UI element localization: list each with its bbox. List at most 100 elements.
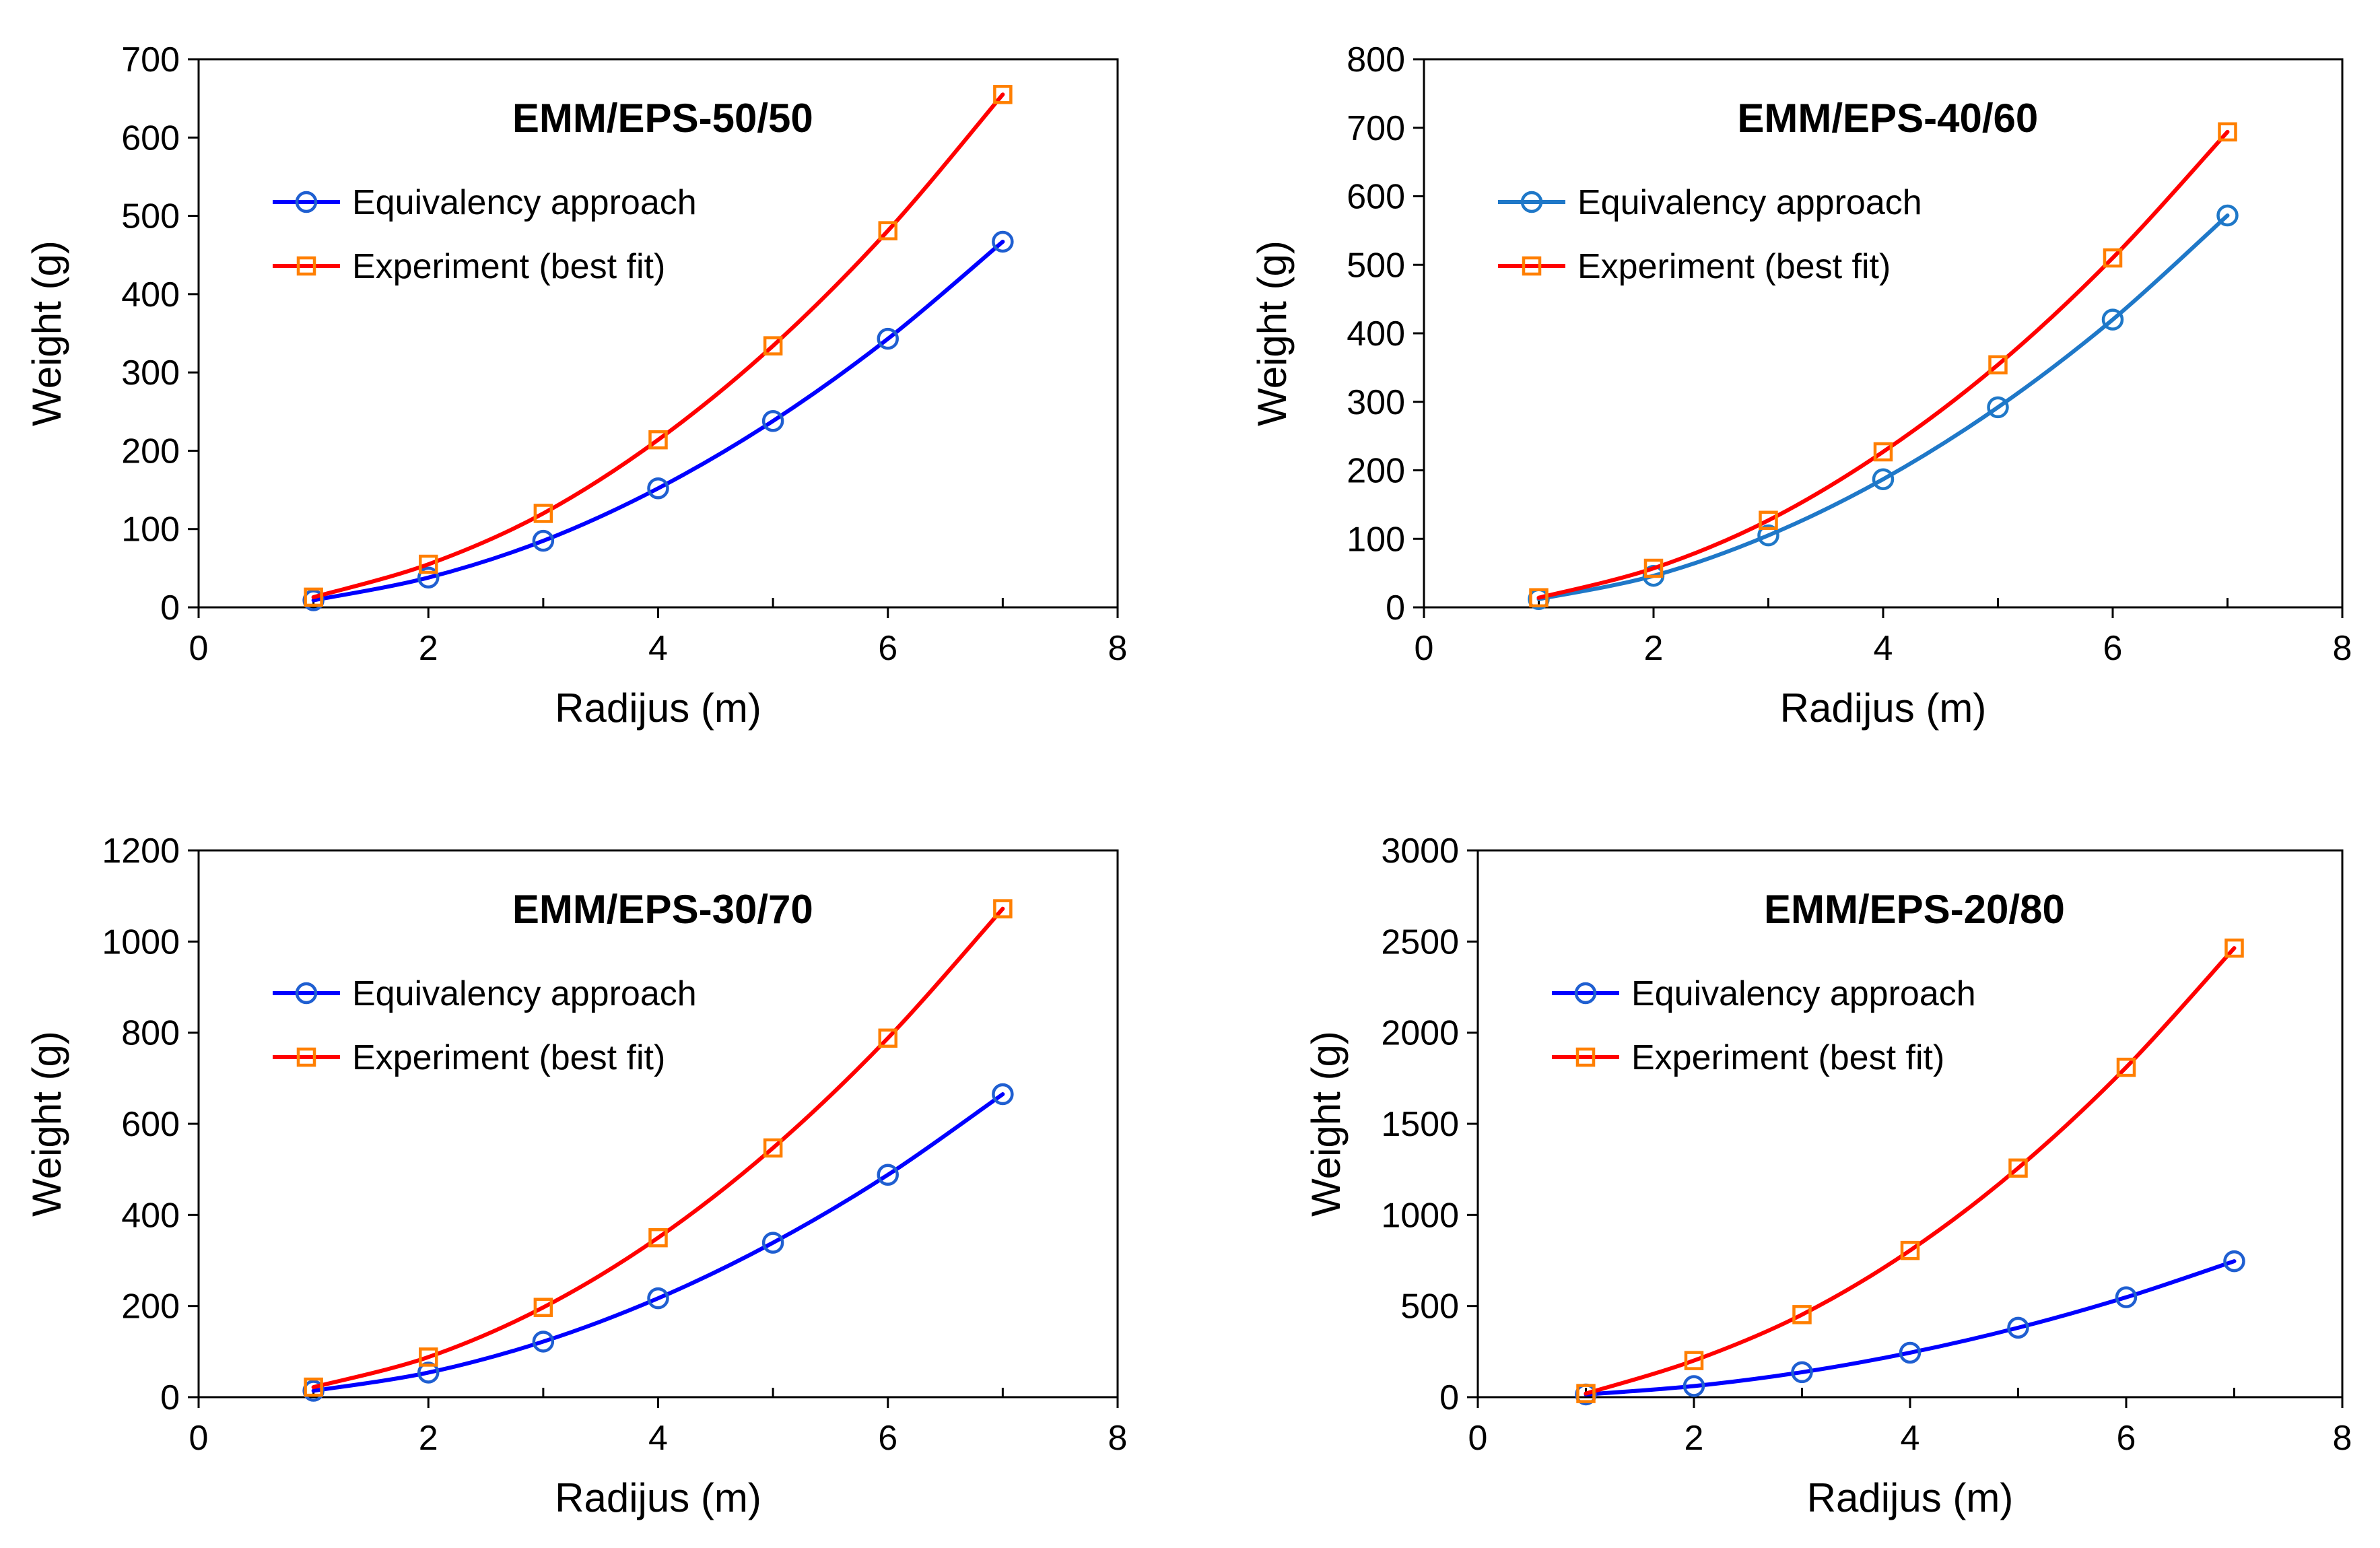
data-point-square [533,1298,553,1317]
y-tick-label: 600 [1347,178,1405,217]
y-tick-label: 400 [121,275,180,314]
y-axis-label: Weight (g) [24,240,69,426]
data-point-square [1873,442,1893,462]
chart-panel-2: 0 2 4 6 8 0 100 200 300 400 500 600 700 800 Radijus (m… [1250,40,2352,731]
data-point-square [2224,938,2244,958]
legend-marker-square [1522,256,1542,276]
data-point-circle [2223,1250,2245,1273]
series-experiment-best-fit [1529,122,2237,608]
data-point-square [533,504,553,523]
x-tick-label: 0 [1468,1419,1488,1458]
x-tick-label: 8 [1108,629,1128,668]
chart-panel-1: 0 2 4 6 8 0 100 200 300 400 500 600 700 Radijus (m) We… [24,40,1127,731]
data-point-circle [532,1331,555,1353]
legend-marker-square [1575,1047,1596,1067]
series-experiment-best-fit [1576,938,2244,1403]
x-tick-label: 6 [2117,1419,2136,1458]
data-point-circle [647,1287,669,1310]
data-point-square [1643,558,1664,578]
data-point-square [763,336,783,356]
x-tick-label: 4 [648,1419,668,1458]
series-experiment-best-fit [304,899,1013,1397]
data-point-circle [532,529,555,552]
x-axis-label: Radijus (m) [555,1475,761,1520]
x-axis-label: Radijus (m) [1780,685,1987,731]
series-equivalency-approach [1575,1250,2245,1406]
data-point-circle [761,1232,784,1254]
y-tick-label: 100 [1347,520,1405,559]
x-tick-label: 2 [1644,629,1664,668]
data-point-square [304,587,323,607]
y-tick-label: 1200 [102,832,180,871]
plot-area-frame [1423,58,2344,609]
y-tick-label: 2500 [1381,922,1459,962]
chart-title: EMM/EPS-30/70 [512,887,813,932]
legend-label: Equivalency approach [352,183,697,222]
y-tick-label: 0 [160,1378,180,1417]
y-tick-label: 300 [1347,383,1405,422]
data-point-circle [1987,396,2009,419]
legend-label: Equivalency approach [352,974,697,1013]
y-tick-label: 0 [1439,1378,1459,1417]
x-tick-label: 6 [2103,629,2123,668]
data-point-circle [992,1083,1014,1106]
chart-title: EMM/EPS-50/50 [512,96,813,141]
y-tick-label: 500 [1347,246,1405,285]
y-tick-label: 0 [160,588,180,628]
legend-label: Experiment (best fit) [1631,1038,1944,1077]
x-tick-label: 2 [419,1419,438,1458]
data-point-circle [1872,468,1895,490]
data-point-square [763,1138,783,1158]
legend-label: Equivalency approach [1631,974,1976,1013]
legend: Equivalency approach Experiment (best fit… [1498,183,1922,286]
x-tick-label: 6 [878,1419,897,1458]
x-tick-label: 2 [419,629,438,668]
data-point-square [648,430,668,450]
y-tick-label: 500 [121,197,180,236]
data-point-circle [2216,204,2239,227]
legend: Equivalency approach Experiment (best fit… [273,974,697,1077]
x-tick-label: 0 [189,629,209,668]
data-point-square [1529,588,1549,608]
x-tick-label: 4 [1874,629,1893,668]
data-point-square [993,899,1013,918]
y-tick-label: 600 [121,1105,180,1144]
y-axis-label: Weight (g) [24,1031,69,1217]
legend: Equivalency approach Experiment (best fit… [1552,974,1976,1077]
y-tick-label: 1000 [102,922,180,962]
y-axis-label: Weight (g) [1303,1031,1349,1217]
chart-title: EMM/EPS-20/80 [1764,887,2065,932]
x-axis-label: Radijus (m) [555,685,761,731]
data-point-circle [877,1164,899,1186]
x-tick-label: 6 [878,629,897,668]
legend-marker-circle [1520,191,1543,213]
legend-label: Experiment (best fit) [352,1038,665,1077]
y-axis-label: Weight (g) [1250,240,1295,426]
x-tick-label: 8 [1108,1419,1128,1458]
y-tick-label: 1500 [1381,1105,1459,1144]
x-tick-label: 0 [189,1419,209,1458]
legend-marker-circle [295,191,318,213]
plot-area-frame [197,58,1119,609]
legend-label: Experiment (best fit) [1577,247,1891,286]
data-point-circle [2007,1316,2029,1339]
y-tick-label: 500 [1400,1287,1459,1326]
data-point-square [1759,510,1778,531]
series-line [311,906,1005,1390]
data-point-circle [417,1361,440,1384]
data-point-square [993,85,1013,104]
chart-title: EMM/EPS-40/60 [1737,96,2038,141]
legend-marker-circle [295,982,318,1005]
data-point-circle [1791,1361,1813,1384]
data-point-circle [877,327,899,350]
legend-label: Equivalency approach [1577,183,1922,222]
data-point-square [2008,1158,2028,1178]
x-tick-label: 2 [1685,1419,1704,1458]
data-point-circle [1757,524,1779,547]
data-point-square [878,221,897,240]
legend-marker-square [296,256,316,276]
data-point-circle [1682,1375,1705,1397]
data-point-square [648,1227,668,1248]
chart-panel-4: 0 2 4 6 8 0 500 1000 1500 2000 2500 3000 Radijus (m)… [1303,832,2352,1520]
